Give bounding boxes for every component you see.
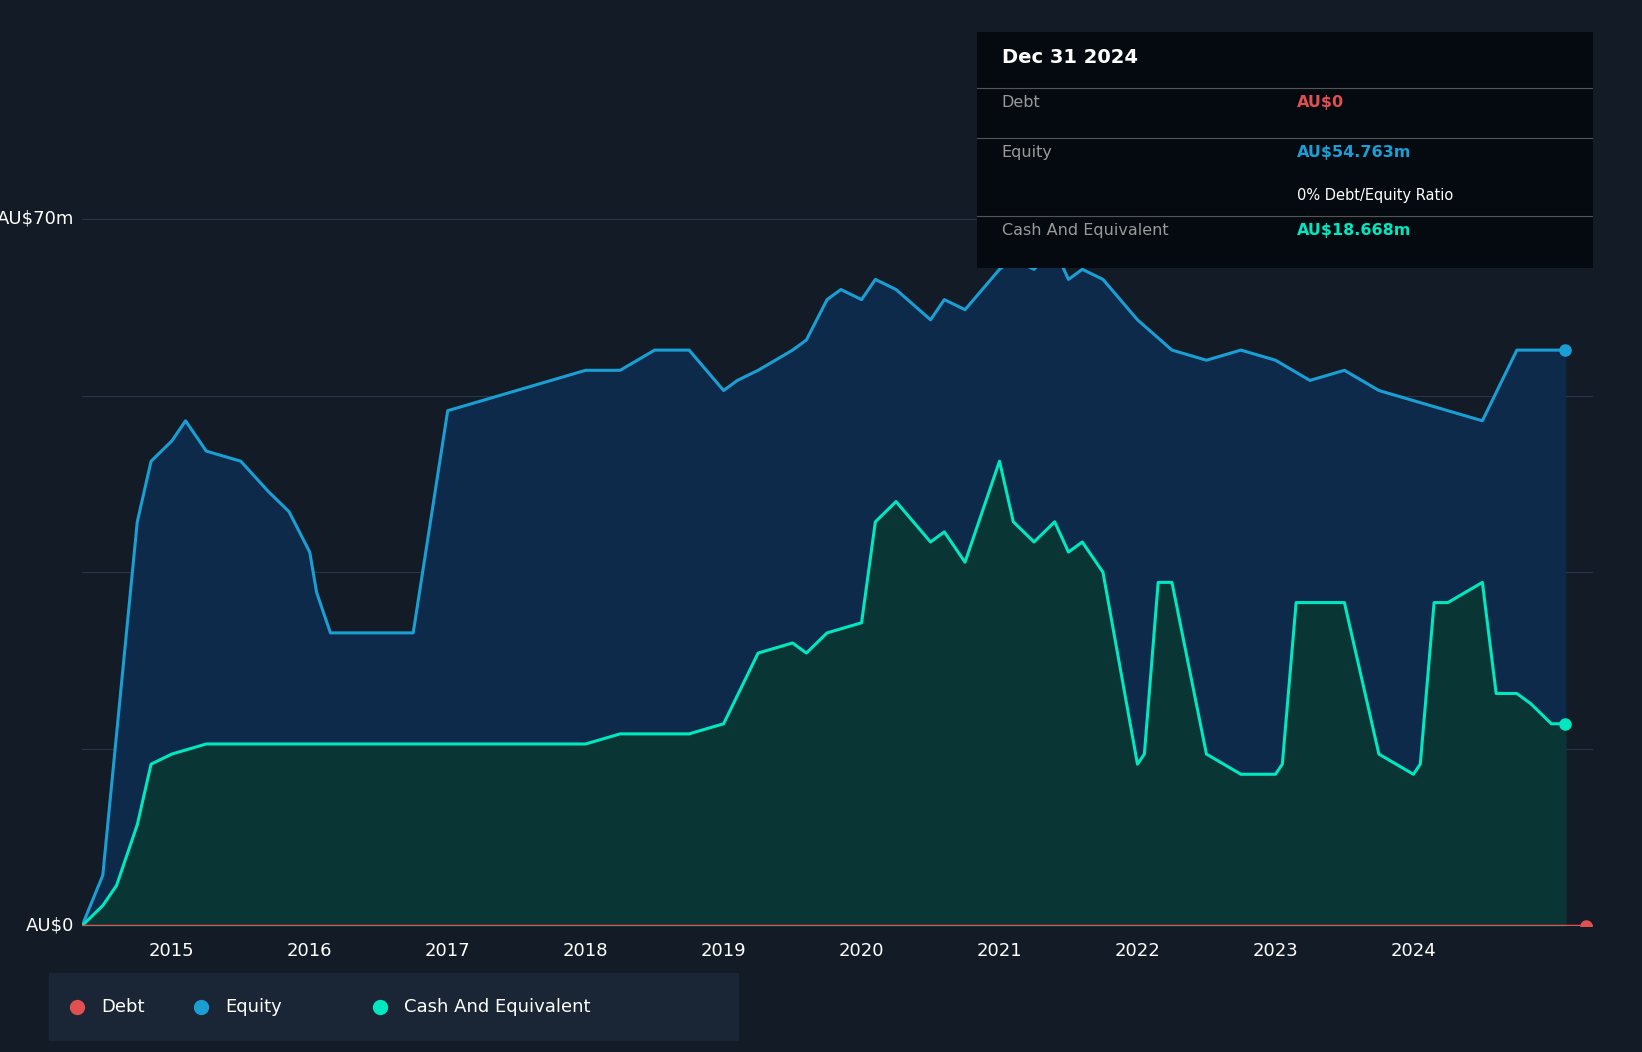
Text: AU$18.668m: AU$18.668m — [1297, 223, 1412, 239]
Text: Cash And Equivalent: Cash And Equivalent — [1002, 223, 1167, 239]
Text: AU$70m: AU$70m — [0, 209, 74, 228]
FancyBboxPatch shape — [39, 975, 749, 1039]
Text: Debt: Debt — [102, 998, 144, 1016]
Text: Dec 31 2024: Dec 31 2024 — [1002, 48, 1138, 67]
Text: 0% Debt/Equity Ratio: 0% Debt/Equity Ratio — [1297, 187, 1453, 203]
Text: Debt: Debt — [1002, 96, 1041, 110]
Text: Cash And Equivalent: Cash And Equivalent — [404, 998, 591, 1016]
Text: AU$0: AU$0 — [26, 916, 74, 935]
Text: AU$54.763m: AU$54.763m — [1297, 145, 1412, 160]
Text: AU$0: AU$0 — [1297, 96, 1345, 110]
Text: Equity: Equity — [225, 998, 282, 1016]
Text: Equity: Equity — [1002, 145, 1053, 160]
